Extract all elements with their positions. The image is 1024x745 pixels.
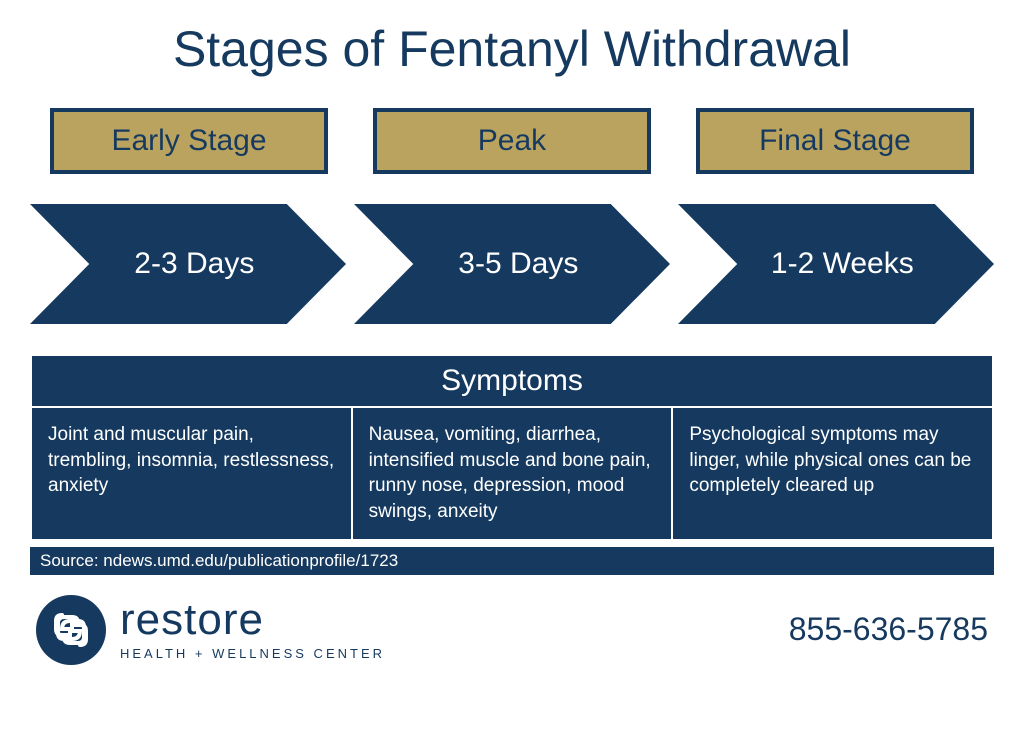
arrow-label: 2-3 Days <box>134 247 254 281</box>
arrow-row: 2-3 Days 3-5 Days 1-2 Weeks <box>30 204 994 324</box>
arrow-label: 1-2 Weeks <box>771 247 914 281</box>
page-title: Stages of Fentanyl Withdrawal <box>30 20 994 78</box>
phone-number: 855-636-5785 <box>789 611 988 648</box>
stage-boxes-row: Early Stage Peak Final Stage <box>30 108 994 174</box>
arrow-final: 1-2 Weeks <box>678 204 994 324</box>
symptoms-table: Symptoms Joint and muscular pain, trembl… <box>30 354 994 541</box>
stage-label: Peak <box>478 124 546 157</box>
stage-box-peak: Peak <box>373 108 651 174</box>
logo-block: restore HEALTH + WELLNESS CENTER <box>36 595 385 665</box>
logo-text: restore HEALTH + WELLNESS CENTER <box>120 598 385 661</box>
stage-box-early: Early Stage <box>50 108 328 174</box>
arrow-peak: 3-5 Days <box>354 204 670 324</box>
symptom-cell-peak: Nausea, vomiting, diarrhea, intensified … <box>353 408 674 539</box>
symptoms-cells-row: Joint and muscular pain, trembling, inso… <box>32 408 992 539</box>
arrow-label: 3-5 Days <box>458 247 578 281</box>
symptoms-header: Symptoms <box>32 356 992 408</box>
logo-tagline: HEALTH + WELLNESS CENTER <box>120 646 385 661</box>
stage-label: Final Stage <box>759 124 911 157</box>
stage-label: Early Stage <box>111 124 266 157</box>
logo-word: restore <box>120 598 385 642</box>
footer: restore HEALTH + WELLNESS CENTER 855-636… <box>30 595 994 665</box>
stage-box-final: Final Stage <box>696 108 974 174</box>
logo-icon <box>36 595 106 665</box>
arrow-early: 2-3 Days <box>30 204 346 324</box>
symptom-cell-final: Psychological symptoms may linger, while… <box>673 408 992 539</box>
source-line: Source: ndews.umd.edu/publicationprofile… <box>30 547 994 575</box>
symptom-cell-early: Joint and muscular pain, trembling, inso… <box>32 408 353 539</box>
